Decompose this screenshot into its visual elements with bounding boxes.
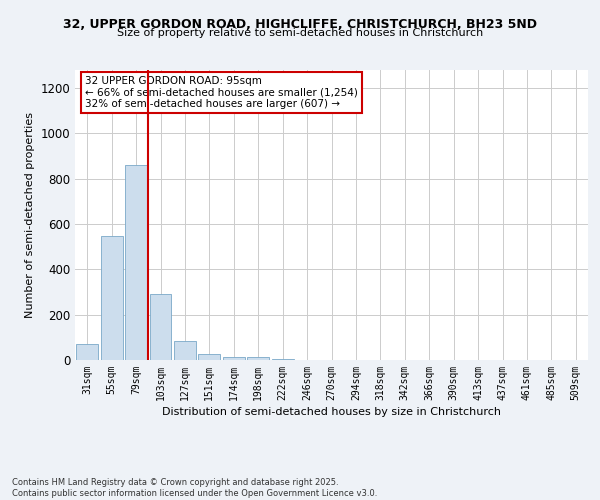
Bar [76,344,98,360]
Bar [199,354,220,360]
Text: 32, UPPER GORDON ROAD, HIGHCLIFFE, CHRISTCHURCH, BH23 5ND: 32, UPPER GORDON ROAD, HIGHCLIFFE, CHRIS… [63,18,537,30]
Bar [125,164,147,360]
Text: Size of property relative to semi-detached houses in Christchurch: Size of property relative to semi-detach… [117,28,483,38]
Bar [101,236,122,360]
Text: 32 UPPER GORDON ROAD: 95sqm
← 66% of semi-detached houses are smaller (1,254)
32: 32 UPPER GORDON ROAD: 95sqm ← 66% of sem… [85,76,358,109]
X-axis label: Distribution of semi-detached houses by size in Christchurch: Distribution of semi-detached houses by … [162,407,501,417]
Bar [223,356,245,360]
Bar [272,359,293,360]
Text: Contains HM Land Registry data © Crown copyright and database right 2025.
Contai: Contains HM Land Registry data © Crown c… [12,478,377,498]
Y-axis label: Number of semi-detached properties: Number of semi-detached properties [25,112,35,318]
Bar [247,358,269,360]
Bar [174,340,196,360]
Bar [149,294,172,360]
